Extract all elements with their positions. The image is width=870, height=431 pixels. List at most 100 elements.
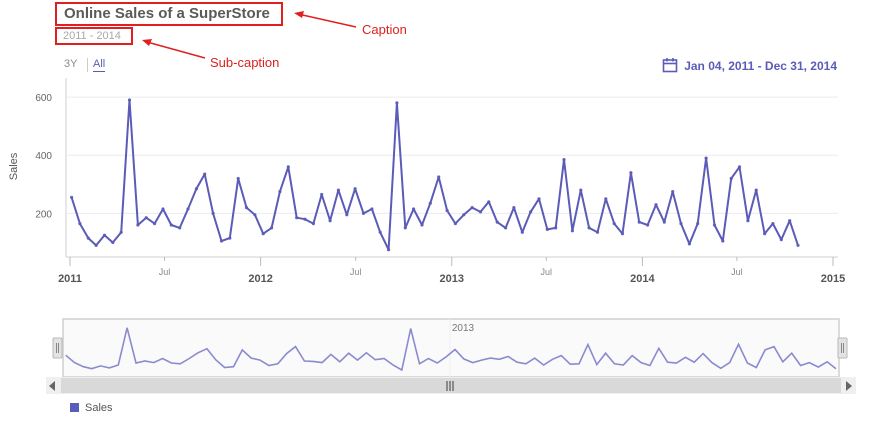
subcaption-annotation: Sub-caption xyxy=(210,55,279,70)
sales-point xyxy=(186,207,189,210)
sales-point xyxy=(387,248,390,251)
y-tick-label: 600 xyxy=(35,93,52,104)
caption-arrowhead xyxy=(294,11,304,18)
calendar-icon[interactable] xyxy=(662,57,678,73)
sales-point xyxy=(546,228,549,231)
sales-point xyxy=(337,189,340,192)
sales-point xyxy=(370,207,373,210)
sales-point xyxy=(621,232,624,235)
sales-point xyxy=(780,238,783,241)
sales-point xyxy=(178,226,181,229)
x-tick-label: 2012 xyxy=(248,273,272,285)
sales-point xyxy=(87,237,90,240)
sales-point xyxy=(345,213,348,216)
x-tick-label: 2011 xyxy=(58,273,82,285)
sales-point xyxy=(362,212,365,215)
timeframe-all-button[interactable]: All xyxy=(93,58,105,72)
sales-point xyxy=(95,244,98,247)
sales-point xyxy=(354,187,357,190)
sales-point xyxy=(462,213,465,216)
sales-point xyxy=(295,216,298,219)
x-tick-label: 2015 xyxy=(821,273,845,285)
sales-point xyxy=(145,216,148,219)
sales-point xyxy=(763,232,766,235)
sales-point xyxy=(755,189,758,192)
sales-point xyxy=(679,222,682,225)
subcaption-arrowhead xyxy=(142,39,152,46)
sales-point xyxy=(203,173,206,176)
legend-label: Sales xyxy=(85,402,113,414)
sales-point xyxy=(412,207,415,210)
sales-point xyxy=(487,200,490,203)
sales-point xyxy=(320,193,323,196)
sales-point xyxy=(496,221,499,224)
sales-point xyxy=(604,197,607,200)
sales-point xyxy=(404,226,407,229)
sales-point xyxy=(596,231,599,234)
x-tick-label: Jul xyxy=(731,267,743,277)
sales-point xyxy=(111,241,114,244)
sales-point xyxy=(796,244,799,247)
sales-point xyxy=(613,222,616,225)
sales-point xyxy=(395,101,398,104)
sales-point xyxy=(136,223,139,226)
sales-point xyxy=(195,187,198,190)
sales-point xyxy=(220,239,223,242)
sales-point xyxy=(128,98,131,101)
chart-subcaption: 2011 - 2014 xyxy=(63,30,121,42)
sales-point xyxy=(529,210,532,213)
sales-point xyxy=(721,239,724,242)
sales-point xyxy=(303,218,306,221)
sales-point xyxy=(420,223,423,226)
sales-point xyxy=(170,223,173,226)
caption-annotation: Caption xyxy=(362,22,407,37)
sales-point xyxy=(512,206,515,209)
sales-point xyxy=(579,189,582,192)
sales-point xyxy=(771,222,774,225)
y-tick-label: 400 xyxy=(35,151,52,162)
legend-swatch xyxy=(70,403,79,412)
sales-point xyxy=(471,206,474,209)
sales-point xyxy=(705,157,708,160)
sales-point xyxy=(70,196,73,199)
date-range-label[interactable]: Jan 04, 2011 - Dec 31, 2014 xyxy=(684,59,837,73)
sales-point xyxy=(746,219,749,222)
x-tick-label: Jul xyxy=(159,267,171,277)
timeframe-separator xyxy=(87,58,88,72)
caption-arrow-line xyxy=(298,14,356,27)
sales-point xyxy=(521,231,524,234)
legend[interactable]: Sales xyxy=(70,402,113,414)
sales-point xyxy=(588,226,591,229)
sales-point xyxy=(379,231,382,234)
y-axis-title: Sales xyxy=(8,152,20,180)
sales-point xyxy=(479,210,482,213)
subcaption-arrow-line xyxy=(147,42,205,58)
sales-point xyxy=(730,177,733,180)
sales-point xyxy=(688,242,691,245)
y-tick-label: 200 xyxy=(35,209,52,220)
sales-point xyxy=(270,226,273,229)
navigator-right-handle[interactable] xyxy=(838,338,847,358)
sales-point xyxy=(278,190,281,193)
navigator-left-handle[interactable] xyxy=(53,338,62,358)
sales-point xyxy=(212,212,215,215)
sales-point xyxy=(287,165,290,168)
sales-point xyxy=(161,207,164,210)
x-tick-label: Jul xyxy=(541,267,553,277)
sales-point xyxy=(504,226,507,229)
sales-point xyxy=(629,171,632,174)
sales-point xyxy=(663,221,666,224)
scrollbar-thumb[interactable] xyxy=(61,378,841,393)
timeframe-3y-button[interactable]: 3Y xyxy=(64,58,77,70)
sales-point xyxy=(120,231,123,234)
sales-point xyxy=(262,232,265,235)
sales-point xyxy=(646,223,649,226)
sales-point xyxy=(788,219,791,222)
sales-point xyxy=(228,237,231,240)
x-tick-label: Jul xyxy=(350,267,362,277)
sales-point xyxy=(237,177,240,180)
sales-point xyxy=(153,222,156,225)
sales-point xyxy=(245,206,248,209)
sales-point xyxy=(437,175,440,178)
